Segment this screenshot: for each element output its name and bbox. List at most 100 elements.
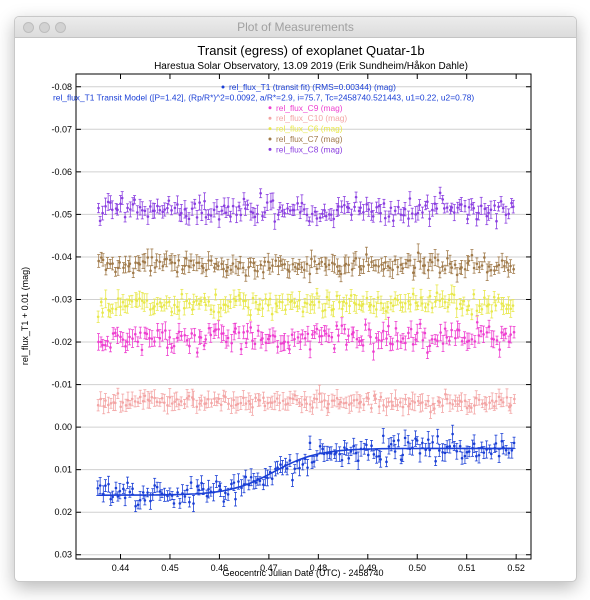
data-point xyxy=(213,266,216,269)
data-point xyxy=(470,203,473,206)
data-point xyxy=(278,300,281,304)
title-bar[interactable]: Plot of Measurements xyxy=(15,17,576,38)
data-point xyxy=(155,485,159,489)
data-point xyxy=(158,490,162,493)
data-point xyxy=(423,331,427,335)
data-point xyxy=(481,402,484,406)
legend-entry: rel_flux_T1 Transit Model ([P=1.42], (Rp… xyxy=(53,92,474,102)
data-point xyxy=(438,271,442,275)
data-point xyxy=(497,205,500,209)
data-point xyxy=(253,269,257,272)
data-point xyxy=(424,403,428,406)
data-point xyxy=(101,311,104,314)
data-point xyxy=(273,335,277,338)
data-point xyxy=(168,396,172,399)
data-point xyxy=(335,396,339,400)
data-point xyxy=(377,405,381,408)
data-point xyxy=(278,206,282,209)
data-point xyxy=(232,398,235,402)
data-point xyxy=(396,403,399,407)
data-point xyxy=(455,273,459,277)
data-point xyxy=(441,451,444,454)
data-point xyxy=(175,336,179,340)
data-point xyxy=(507,405,511,409)
data-point xyxy=(477,211,480,215)
data-point xyxy=(303,301,307,305)
data-point xyxy=(377,454,381,458)
data-point xyxy=(107,482,110,486)
data-point xyxy=(301,463,305,466)
data-point xyxy=(286,340,290,344)
data-point xyxy=(360,304,363,308)
data-point xyxy=(447,298,451,302)
minimize-button[interactable] xyxy=(39,22,50,33)
data-point xyxy=(340,458,344,462)
data-point xyxy=(448,445,452,448)
data-point xyxy=(204,402,208,405)
data-point xyxy=(230,482,233,486)
data-point xyxy=(419,402,422,405)
data-point xyxy=(393,209,397,213)
data-point xyxy=(457,328,461,332)
data-point xyxy=(224,395,227,399)
data-point xyxy=(212,208,216,212)
legend-entry: rel_flux_C9 (mag) xyxy=(276,103,343,113)
data-point xyxy=(108,309,112,313)
data-point xyxy=(443,268,447,271)
data-point xyxy=(167,300,171,304)
data-point xyxy=(401,267,405,270)
data-point xyxy=(188,344,191,348)
data-point xyxy=(490,337,494,341)
data-point xyxy=(298,466,301,470)
data-point xyxy=(179,400,183,403)
data-point xyxy=(203,199,206,203)
data-point xyxy=(423,264,427,267)
data-point xyxy=(273,400,277,403)
data-point xyxy=(306,466,309,469)
data-point xyxy=(217,218,221,221)
data-point xyxy=(478,265,481,269)
data-point xyxy=(475,320,479,324)
data-point xyxy=(412,271,415,274)
data-point xyxy=(421,338,425,342)
data-point xyxy=(324,265,328,268)
data-point xyxy=(239,213,243,217)
data-point xyxy=(185,339,189,342)
data-point xyxy=(253,215,257,219)
data-point xyxy=(475,262,479,266)
data-point xyxy=(470,253,474,257)
data-point xyxy=(187,217,191,221)
data-point xyxy=(452,211,456,214)
data-point xyxy=(207,259,210,262)
data-point xyxy=(353,301,356,305)
close-button[interactable] xyxy=(23,22,34,33)
data-point xyxy=(126,206,129,210)
data-point xyxy=(293,301,296,305)
data-point xyxy=(505,396,509,399)
data-point xyxy=(138,263,142,266)
data-point xyxy=(158,260,162,264)
data-point xyxy=(430,260,434,264)
data-point xyxy=(251,211,255,215)
data-point xyxy=(372,350,375,353)
data-point xyxy=(438,401,442,404)
data-point xyxy=(345,343,348,347)
data-point xyxy=(411,343,415,346)
data-point xyxy=(190,207,194,210)
data-point xyxy=(192,263,195,267)
data-point xyxy=(327,263,331,267)
data-point xyxy=(495,219,498,223)
data-point xyxy=(385,337,388,340)
data-point xyxy=(124,404,128,407)
zoom-button[interactable] xyxy=(55,22,66,33)
data-point xyxy=(472,206,475,210)
data-point xyxy=(121,300,125,304)
data-point xyxy=(315,327,319,331)
data-point xyxy=(480,264,484,267)
data-point xyxy=(114,486,118,490)
data-point xyxy=(337,334,340,337)
data-point xyxy=(188,500,191,504)
data-point xyxy=(384,309,388,313)
data-point xyxy=(343,327,346,331)
data-point xyxy=(445,445,449,448)
